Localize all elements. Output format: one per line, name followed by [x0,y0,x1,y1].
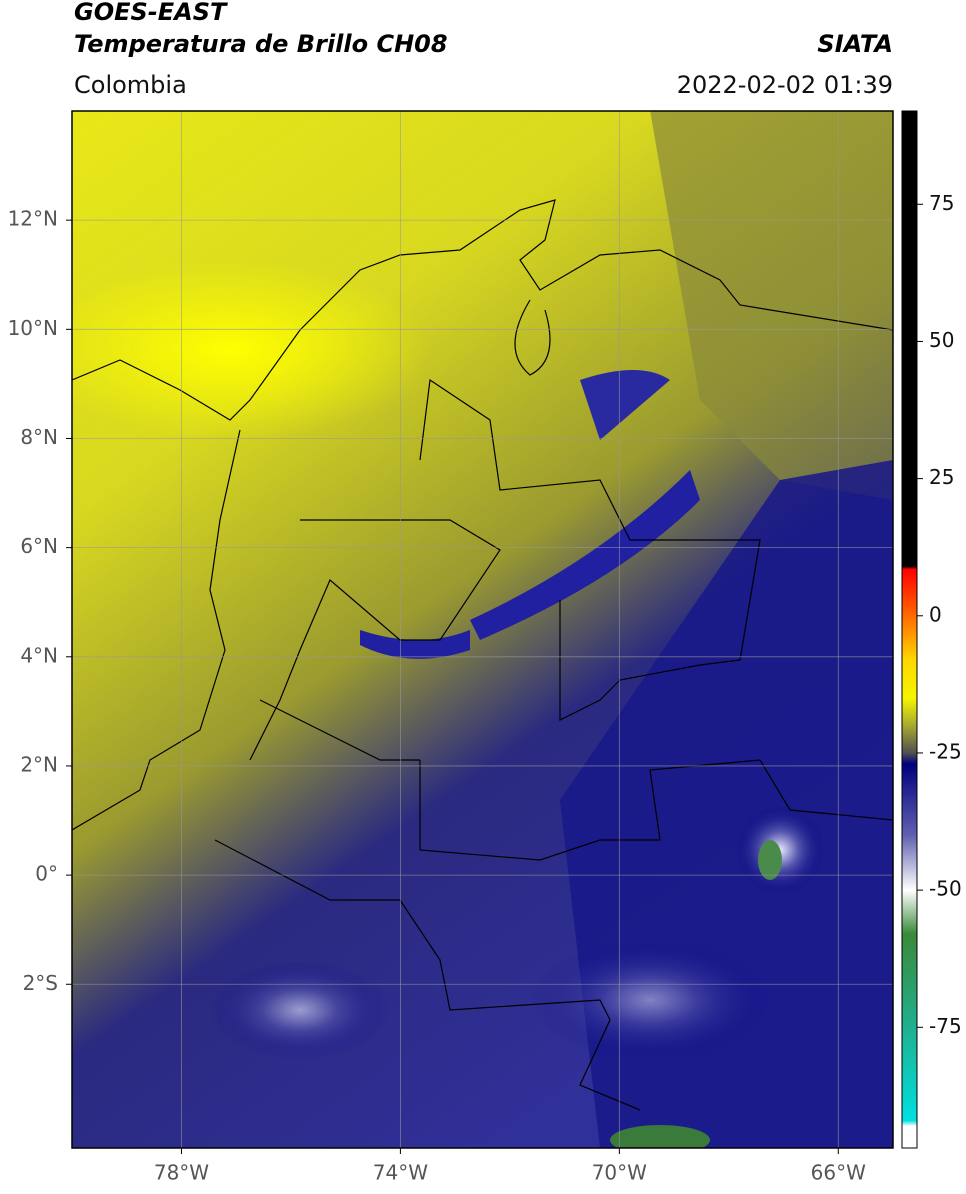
x-tick-label: 70°W [592,1161,647,1185]
y-tick-label: 0° [35,862,58,886]
colorbar-tick-label: -50 [929,877,962,901]
colorbar-tick-label: 50 [929,328,954,352]
y-tick-label: 2°N [20,752,58,776]
y-tick-label: 12°N [8,207,58,231]
grid [72,111,893,1148]
y-tick-label: 8°N [20,425,58,449]
x-tick-label: 78°W [154,1161,209,1185]
satellite-image [72,111,893,1148]
colorbar [901,110,918,1149]
region: Colombia [74,71,187,99]
y-tick-label: 10°N [8,316,58,340]
colorbar-tick-label: 0 [929,602,942,626]
x-tick-label: 74°W [373,1161,428,1185]
colorbar-tick-label: -25 [929,739,962,763]
y-tick-label: 4°N [20,643,58,667]
colorbar-tick-label: 25 [929,465,954,489]
x-tick-label: 66°W [811,1161,866,1185]
colorbar-tick-label: 75 [929,191,954,215]
y-tick-label: 6°N [20,534,58,558]
y-tick-label: 2°S [23,971,58,995]
map-frame [71,110,894,1149]
datetime: 2022-02-02 01:39 [677,71,893,99]
subtitle: Temperatura de Brillo CH08 [74,30,448,58]
colorbar-tick-label: -75 [929,1014,962,1038]
source: SIATA [817,30,893,58]
title: GOES-EAST [74,0,228,26]
